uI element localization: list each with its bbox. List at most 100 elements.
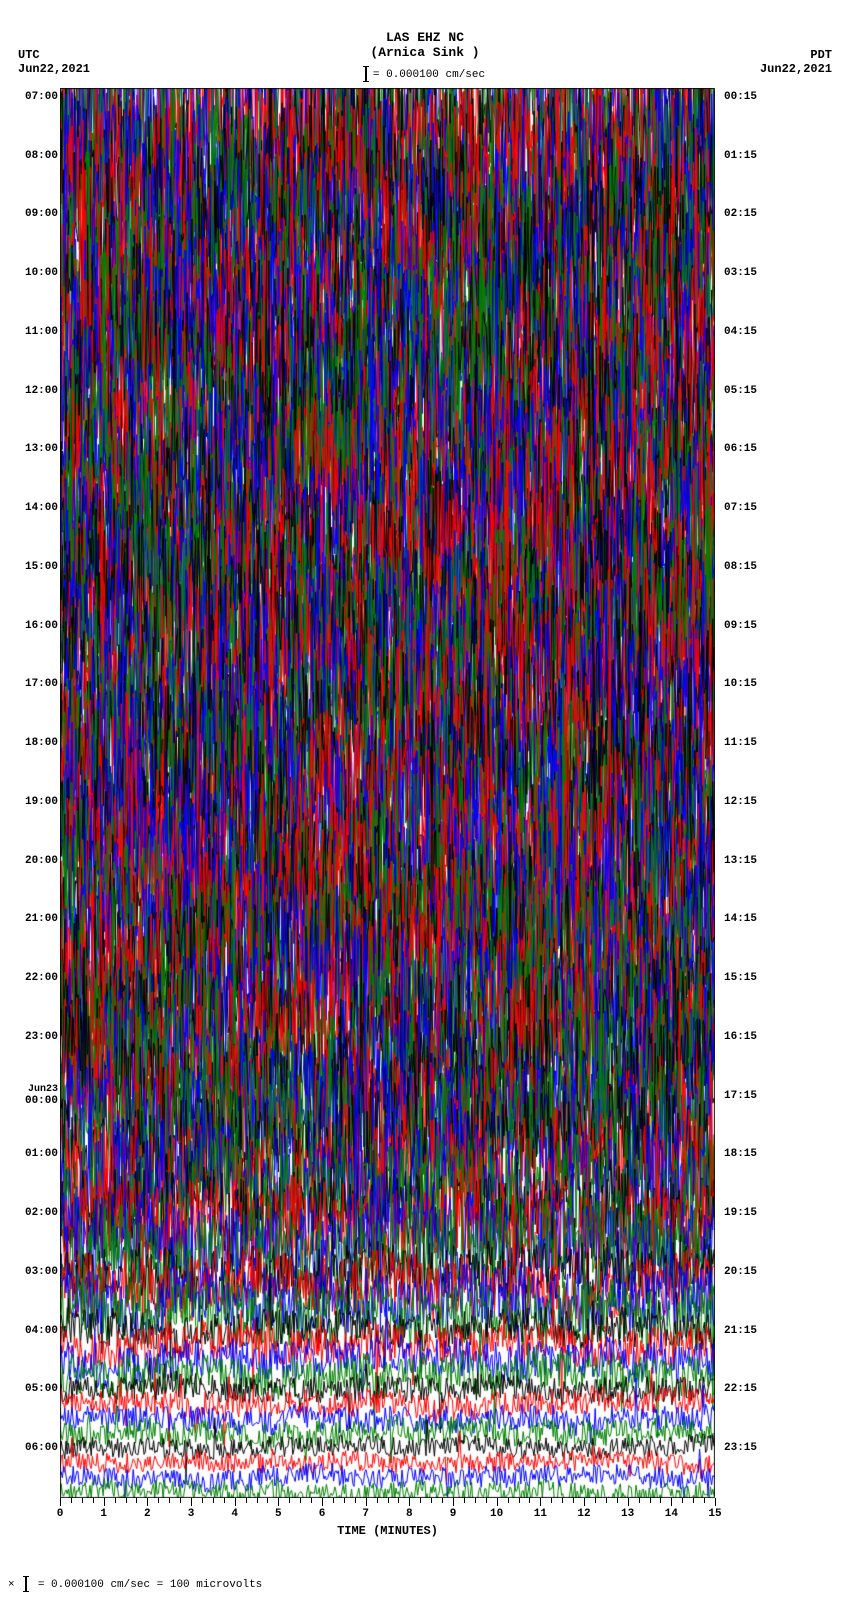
x-tick-minor	[650, 1498, 651, 1503]
tz-right-name: PDT	[760, 48, 832, 62]
pdt-time-label: 12:15	[724, 796, 782, 808]
x-tick-major	[628, 1498, 629, 1506]
pdt-time-label: 13:15	[724, 855, 782, 867]
utc-time-label: 05:00	[0, 1383, 58, 1395]
utc-time-label: 11:00	[0, 326, 58, 338]
x-tick-minor	[420, 1498, 421, 1503]
x-tick-minor	[442, 1498, 443, 1503]
x-tick-minor	[388, 1498, 389, 1503]
scale-bar-icon	[365, 66, 367, 82]
utc-time-label: 02:00	[0, 1207, 58, 1219]
x-tick-major	[104, 1498, 105, 1506]
x-axis-title: TIME (MINUTES)	[60, 1524, 715, 1538]
utc-time-label: 23:00	[0, 1031, 58, 1043]
x-tick-minor	[617, 1498, 618, 1503]
utc-time-label: 22:00	[0, 972, 58, 984]
x-tick-label: 13	[621, 1508, 634, 1520]
x-tick-label: 0	[57, 1508, 64, 1520]
utc-time-label: Jun2300:00	[0, 1085, 58, 1107]
x-tick-minor	[202, 1498, 203, 1503]
x-tick-minor	[115, 1498, 116, 1503]
x-tick-minor	[267, 1498, 268, 1503]
x-tick-label: 12	[577, 1508, 590, 1520]
pdt-time-label: 16:15	[724, 1031, 782, 1043]
pdt-time-label: 21:15	[724, 1325, 782, 1337]
x-tick-minor	[169, 1498, 170, 1503]
pdt-time-label: 23:15	[724, 1442, 782, 1454]
tz-left-name: UTC	[18, 48, 90, 62]
scale-legend: = 0.000100 cm/sec	[0, 66, 850, 82]
utc-time-label: 16:00	[0, 620, 58, 632]
pdt-time-label: 10:15	[724, 678, 782, 690]
utc-time-label: 18:00	[0, 737, 58, 749]
x-tick-major	[366, 1498, 367, 1506]
pdt-time-label: 06:15	[724, 443, 782, 455]
x-tick-minor	[344, 1498, 345, 1503]
x-tick-label: 8	[406, 1508, 413, 1520]
x-tick-minor	[562, 1498, 563, 1503]
x-tick-label: 10	[490, 1508, 503, 1520]
utc-time-label: 14:00	[0, 502, 58, 514]
x-tick-minor	[300, 1498, 301, 1503]
x-tick-label: 6	[319, 1508, 326, 1520]
x-tick-minor	[519, 1498, 520, 1503]
scale-legend-text: = 0.000100 cm/sec	[373, 69, 485, 81]
footer-scale-bar-icon	[25, 1576, 27, 1592]
pdt-time-label: 09:15	[724, 620, 782, 632]
pdt-time-label: 17:15	[724, 1090, 782, 1102]
x-tick-minor	[126, 1498, 127, 1503]
utc-time-label: 19:00	[0, 796, 58, 808]
x-tick-minor	[289, 1498, 290, 1503]
pdt-time-label: 22:15	[724, 1383, 782, 1395]
x-tick-minor	[551, 1498, 552, 1503]
utc-time-label: 20:00	[0, 855, 58, 867]
x-tick-label: 15	[708, 1508, 721, 1520]
x-tick-label: 5	[275, 1508, 282, 1520]
x-tick-major	[453, 1498, 454, 1506]
x-tick-minor	[333, 1498, 334, 1503]
pdt-time-label: 04:15	[724, 326, 782, 338]
x-tick-major	[191, 1498, 192, 1506]
x-tick-minor	[355, 1498, 356, 1503]
x-tick-minor	[573, 1498, 574, 1503]
x-tick-minor	[136, 1498, 137, 1503]
utc-time-label: 12:00	[0, 385, 58, 397]
utc-time-label: 08:00	[0, 150, 58, 162]
x-tick-minor	[682, 1498, 683, 1503]
x-tick-major	[322, 1498, 323, 1506]
x-tick-major	[147, 1498, 148, 1506]
timezone-right: PDT Jun22,2021	[760, 48, 832, 76]
x-tick-minor	[693, 1498, 694, 1503]
x-tick-label: 9	[450, 1508, 457, 1520]
x-tick-minor	[71, 1498, 72, 1503]
x-tick-label: 3	[188, 1508, 195, 1520]
pdt-time-label: 01:15	[724, 150, 782, 162]
x-tick-major	[278, 1498, 279, 1506]
x-tick-minor	[475, 1498, 476, 1503]
utc-time-label: 13:00	[0, 443, 58, 455]
x-tick-major	[540, 1498, 541, 1506]
x-tick-minor	[464, 1498, 465, 1503]
pdt-time-label: 15:15	[724, 972, 782, 984]
x-tick-minor	[660, 1498, 661, 1503]
x-tick-major	[497, 1498, 498, 1506]
pdt-time-label: 19:15	[724, 1207, 782, 1219]
x-tick-label: 11	[534, 1508, 547, 1520]
utc-time-label: 03:00	[0, 1266, 58, 1278]
utc-time-label: 15:00	[0, 561, 58, 573]
title-line2: (Arnica Sink )	[0, 45, 850, 60]
x-tick-minor	[224, 1498, 225, 1503]
x-tick-major	[671, 1498, 672, 1506]
x-tick-minor	[93, 1498, 94, 1503]
day-tag: Jun23	[0, 1085, 58, 1095]
pdt-time-label: 18:15	[724, 1148, 782, 1160]
y-axis-left-labels: 07:0008:0009:0010:0011:0012:0013:0014:00…	[0, 88, 58, 1498]
pdt-time-label: 14:15	[724, 913, 782, 925]
x-tick-minor	[377, 1498, 378, 1503]
x-tick-major	[584, 1498, 585, 1506]
utc-time-label: 09:00	[0, 208, 58, 220]
utc-time-label: 10:00	[0, 267, 58, 279]
helicorder-canvas	[60, 88, 715, 1498]
x-tick-minor	[398, 1498, 399, 1503]
x-tick-minor	[529, 1498, 530, 1503]
